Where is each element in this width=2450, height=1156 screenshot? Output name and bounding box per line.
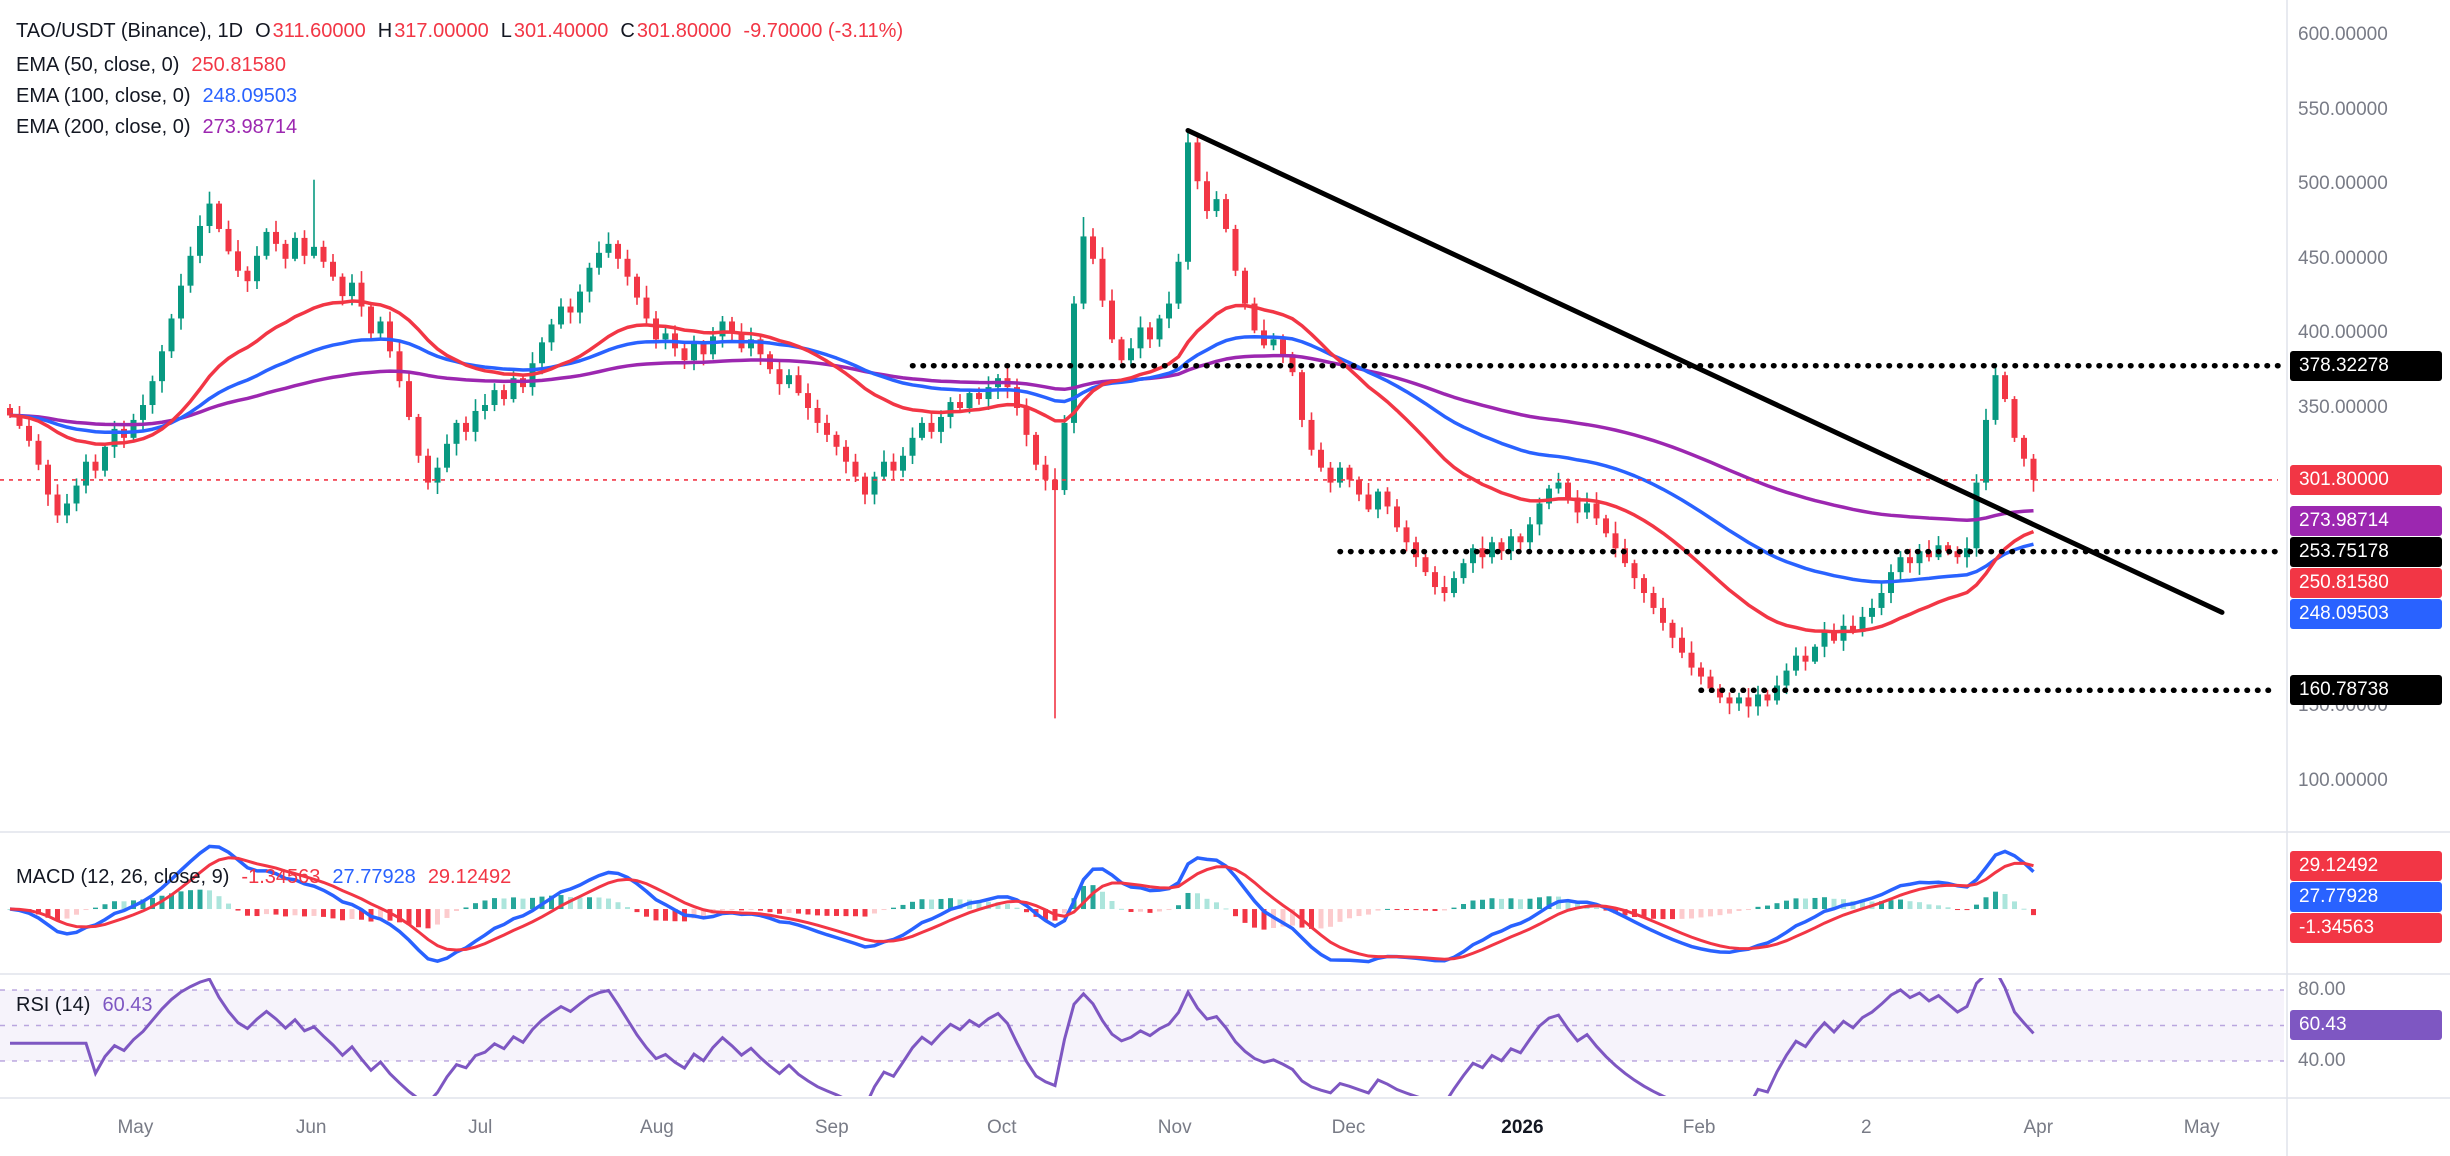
macd-pane — [7, 844, 2036, 964]
macd-hist-value: -1.34563 — [241, 866, 321, 888]
rsi-pane — [0, 978, 2284, 1096]
high-key: H — [377, 20, 393, 42]
ema200-value: 273.98714 — [202, 116, 298, 138]
time-axis-label-May: May — [2183, 1117, 2220, 1138]
price-tick-500: 500.00000 — [2298, 173, 2388, 195]
macd-badge-29.12492: 29.12492 — [2290, 851, 2442, 882]
macd-signal-line — [9, 856, 2034, 961]
rsi-tick-80: 80.00 — [2298, 979, 2346, 1000]
rsi-line — [10, 978, 2035, 1096]
price-badge-378.32278: 378.32278 — [2290, 350, 2442, 381]
ema50-line — [9, 299, 2035, 634]
rsi-legend[interactable]: RSI (14) 60.43 — [16, 994, 153, 1017]
time-axis-label-2: 2 — [1861, 1117, 1872, 1138]
macd-line — [9, 844, 2035, 964]
price-badge-248.09503: 248.09503 — [2290, 599, 2442, 630]
close-value: 301.80000 — [636, 20, 732, 42]
time-axis[interactable] — [0, 1098, 2450, 1156]
price-badge-160.78738: 160.78738 — [2290, 675, 2442, 706]
ema50-label: EMA (50, close, 0) — [16, 54, 180, 76]
symbol-legend[interactable]: TAO/USDT (Binance), 1D O 311.60000 H 317… — [16, 20, 903, 43]
rsi-value: 60.43 — [102, 994, 153, 1016]
trendline — [1185, 127, 2225, 615]
ema100-value: 248.09503 — [202, 85, 298, 107]
symbol-title: TAO/USDT (Binance), 1D — [16, 20, 244, 42]
price-tick-600: 600.00000 — [2298, 24, 2388, 45]
time-axis-label-Oct: Oct — [987, 1117, 1017, 1138]
price-badge-301.80000: 301.80000 — [2290, 464, 2442, 495]
low-value: 301.40000 — [513, 20, 609, 42]
ema200-label: EMA (200, close, 0) — [16, 116, 191, 138]
ema100-label: EMA (100, close, 0) — [16, 85, 191, 107]
close-key: C — [620, 20, 635, 42]
low-key: L — [500, 20, 512, 42]
macd-legend[interactable]: MACD (12, 26, close, 9) -1.34563 27.7792… — [16, 866, 511, 889]
time-axis-label-Jun: Jun — [295, 1117, 327, 1138]
price-tick-100: 100.00000 — [2298, 770, 2388, 791]
main-price-pane — [0, 127, 2281, 719]
macd-badge--1.34563: -1.34563 — [2290, 913, 2442, 944]
ema50-legend[interactable]: EMA (50, close, 0) 250.81580 — [16, 54, 286, 77]
time-axis-label-2026: 2026 — [1501, 1117, 1544, 1138]
time-axis-label-Nov: Nov — [1157, 1117, 1192, 1138]
open-key: O — [255, 20, 271, 42]
time-axis-label-Sep: Sep — [814, 1117, 849, 1138]
ema100-legend[interactable]: EMA (100, close, 0) 248.09503 — [16, 85, 297, 108]
price-tick-450: 450.00000 — [2298, 247, 2388, 269]
time-axis-label-Apr: Apr — [2023, 1117, 2054, 1138]
price-tick-400: 400.00000 — [2298, 322, 2388, 344]
time-axis-label-Aug: Aug — [640, 1117, 674, 1138]
macd-label: MACD (12, 26, close, 9) — [16, 866, 230, 888]
time-axis-label-Dec: Dec — [1331, 1117, 1366, 1138]
time-axis-label-May: May — [117, 1117, 154, 1138]
rsi-label: RSI (14) — [16, 994, 91, 1016]
ema100-line — [9, 334, 2034, 584]
macd-line-value: 27.77928 — [332, 866, 416, 888]
time-axis-label-Jul: Jul — [468, 1117, 493, 1138]
open-value: 311.60000 — [272, 20, 366, 42]
price-tick-550: 550.00000 — [2298, 98, 2388, 120]
ema200-legend[interactable]: EMA (200, close, 0) 273.98714 — [16, 116, 297, 139]
price-badge-250.81580: 250.81580 — [2290, 568, 2442, 599]
rsi-badge: 60.43 — [2290, 1009, 2442, 1040]
change-value: -9.70000 (-3.11%) — [743, 20, 904, 42]
macd-signal-value: 29.12492 — [427, 866, 512, 888]
price-badge-273.98714: 273.98714 — [2290, 506, 2442, 537]
ema50-value: 250.81580 — [191, 54, 286, 76]
time-axis-label-Feb: Feb — [1682, 1117, 1716, 1138]
macd-badge-27.77928: 27.77928 — [2290, 882, 2442, 913]
price-badge-253.75178: 253.75178 — [2290, 537, 2442, 568]
rsi-tick-40: 40.00 — [2298, 1050, 2346, 1071]
high-value: 317.00000 — [394, 20, 489, 42]
ema200-line — [9, 353, 2034, 523]
price-tick-350: 350.00000 — [2298, 397, 2388, 418]
